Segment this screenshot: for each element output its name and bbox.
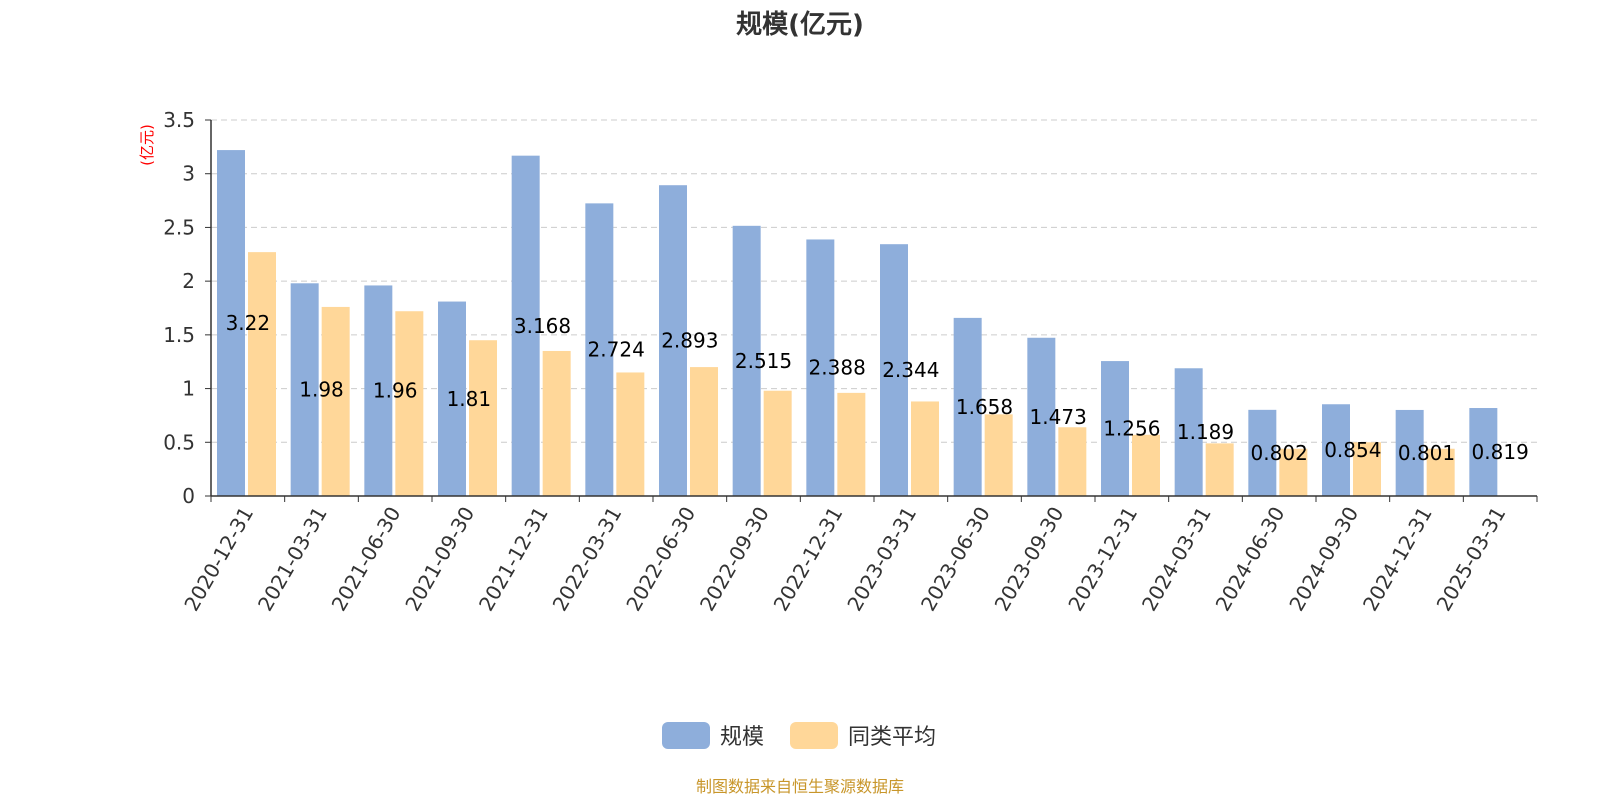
x-tick-label: 2022-06-30 bbox=[621, 503, 700, 616]
y-axis-label: (亿元) bbox=[138, 124, 156, 166]
chart-title: 规模(亿元) bbox=[736, 10, 864, 40]
y-tick-labels: 0 0.5 1 1.5 2 2.5 3 3.5 bbox=[163, 108, 195, 508]
bar-peer-average bbox=[1279, 448, 1308, 496]
y-tick-label: 3 bbox=[182, 162, 195, 186]
bar-scale bbox=[511, 155, 540, 496]
data-label: 2.893 bbox=[661, 329, 718, 353]
axes bbox=[210, 120, 1538, 502]
data-label: 1.96 bbox=[373, 379, 418, 403]
data-label: 2.344 bbox=[882, 358, 939, 382]
bar-peer-average bbox=[837, 392, 866, 496]
bar-scale bbox=[290, 283, 319, 496]
data-label: 3.168 bbox=[514, 314, 571, 338]
bar-scale bbox=[1395, 409, 1424, 496]
bar-scale bbox=[806, 239, 835, 496]
y-tick-label: 0 bbox=[182, 484, 195, 508]
bar-scale bbox=[880, 244, 908, 496]
bar-scale bbox=[585, 203, 614, 497]
data-label: 2.724 bbox=[588, 338, 645, 362]
bar-peer-average bbox=[1426, 448, 1455, 496]
bar-peer-average bbox=[248, 252, 276, 496]
y-tick-label: 1 bbox=[182, 377, 195, 401]
gridlines bbox=[205, 119, 1537, 497]
bar-peer-average bbox=[984, 414, 1013, 496]
bar-scale bbox=[1101, 361, 1129, 496]
x-tick-label: 2024-12-31 bbox=[1358, 503, 1437, 616]
bar-scale bbox=[1174, 368, 1203, 496]
bar-peer-average bbox=[321, 306, 350, 496]
data-label: 2.388 bbox=[809, 356, 866, 380]
bar-scale bbox=[953, 317, 982, 496]
legend-swatch bbox=[790, 722, 838, 749]
data-labels: 3.22 1.98 1.96 1.81 3.168 2.724 2.893 2.515 2.38… bbox=[226, 311, 1529, 465]
bar-peer-average bbox=[542, 350, 571, 496]
x-tick-label: 2025-03-31 bbox=[1432, 503, 1511, 616]
bar-peer-average bbox=[1132, 434, 1160, 496]
x-tick-label: 2023-03-31 bbox=[842, 502, 921, 615]
x-tick-label: 2021-12-31 bbox=[474, 503, 553, 616]
bar-peer-average bbox=[616, 372, 645, 496]
bar-scale bbox=[732, 225, 761, 496]
bar-scale bbox=[1027, 337, 1056, 496]
x-tick-label: 2023-12-31 bbox=[1063, 503, 1142, 616]
data-label: 3.22 bbox=[226, 311, 271, 335]
data-label: 1.189 bbox=[1177, 420, 1234, 444]
x-tick-label: 2020-12-31 bbox=[179, 503, 258, 616]
x-tick-labels: 2020-12-312021-03-312021-06-302021-09-30… bbox=[179, 502, 1510, 615]
data-label: 1.658 bbox=[956, 395, 1013, 419]
bar-peer-average bbox=[911, 401, 939, 496]
bar-scale bbox=[364, 285, 393, 496]
data-label: 0.819 bbox=[1472, 440, 1529, 464]
y-tick-label: 2.5 bbox=[163, 215, 195, 239]
data-label: 2.515 bbox=[735, 349, 792, 373]
bar-scale bbox=[217, 150, 245, 496]
x-tick-label: 2023-06-30 bbox=[916, 503, 995, 616]
y-tick-label: 3.5 bbox=[163, 108, 195, 132]
bars bbox=[217, 150, 1498, 497]
bar-scale bbox=[1469, 408, 1498, 496]
x-tick-label: 2022-09-30 bbox=[695, 503, 774, 616]
data-label: 0.854 bbox=[1324, 438, 1381, 462]
data-label: 1.256 bbox=[1103, 417, 1160, 441]
y-tick-label: 1.5 bbox=[163, 323, 195, 347]
legend-label: 规模 bbox=[720, 725, 764, 750]
x-tick-label: 2021-03-31 bbox=[253, 503, 332, 616]
bar-peer-average bbox=[1205, 443, 1234, 496]
bar-peer-average bbox=[763, 390, 792, 496]
source-note: 制图数据来自恒生聚源数据库 bbox=[696, 777, 904, 796]
bar-scale bbox=[1248, 409, 1277, 496]
x-tick-label: 2023-09-30 bbox=[990, 503, 1069, 616]
x-tick-label: 2022-12-31 bbox=[769, 503, 848, 616]
data-label: 0.801 bbox=[1398, 441, 1455, 465]
legend-swatch bbox=[662, 722, 710, 749]
x-tick-label: 2021-09-30 bbox=[400, 503, 479, 616]
bar-peer-average bbox=[690, 367, 718, 496]
bar-scale bbox=[659, 185, 687, 496]
x-tick-label: 2024-03-31 bbox=[1137, 503, 1216, 616]
bar-peer-average bbox=[395, 311, 424, 496]
bar-peer-average bbox=[1353, 442, 1381, 496]
x-tick-label: 2022-03-31 bbox=[548, 503, 627, 616]
legend: 规模 同类平均 bbox=[662, 722, 936, 750]
bar-peer-average bbox=[1058, 427, 1087, 496]
bar-peer-average bbox=[469, 340, 497, 496]
data-label: 1.81 bbox=[447, 387, 492, 411]
x-tick-label: 2024-09-30 bbox=[1284, 503, 1363, 616]
x-tick-label: 2024-06-30 bbox=[1211, 503, 1290, 616]
x-tick-label: 2021-06-30 bbox=[327, 502, 406, 615]
data-label: 1.98 bbox=[299, 378, 344, 402]
bar-scale bbox=[1322, 404, 1350, 496]
bar-scale bbox=[438, 301, 466, 496]
y-tick-label: 0.5 bbox=[163, 430, 195, 454]
data-label: 1.473 bbox=[1030, 405, 1087, 429]
legend-label: 同类平均 bbox=[848, 725, 936, 750]
y-tick-label: 2 bbox=[182, 269, 195, 293]
data-label: 0.802 bbox=[1251, 441, 1308, 465]
